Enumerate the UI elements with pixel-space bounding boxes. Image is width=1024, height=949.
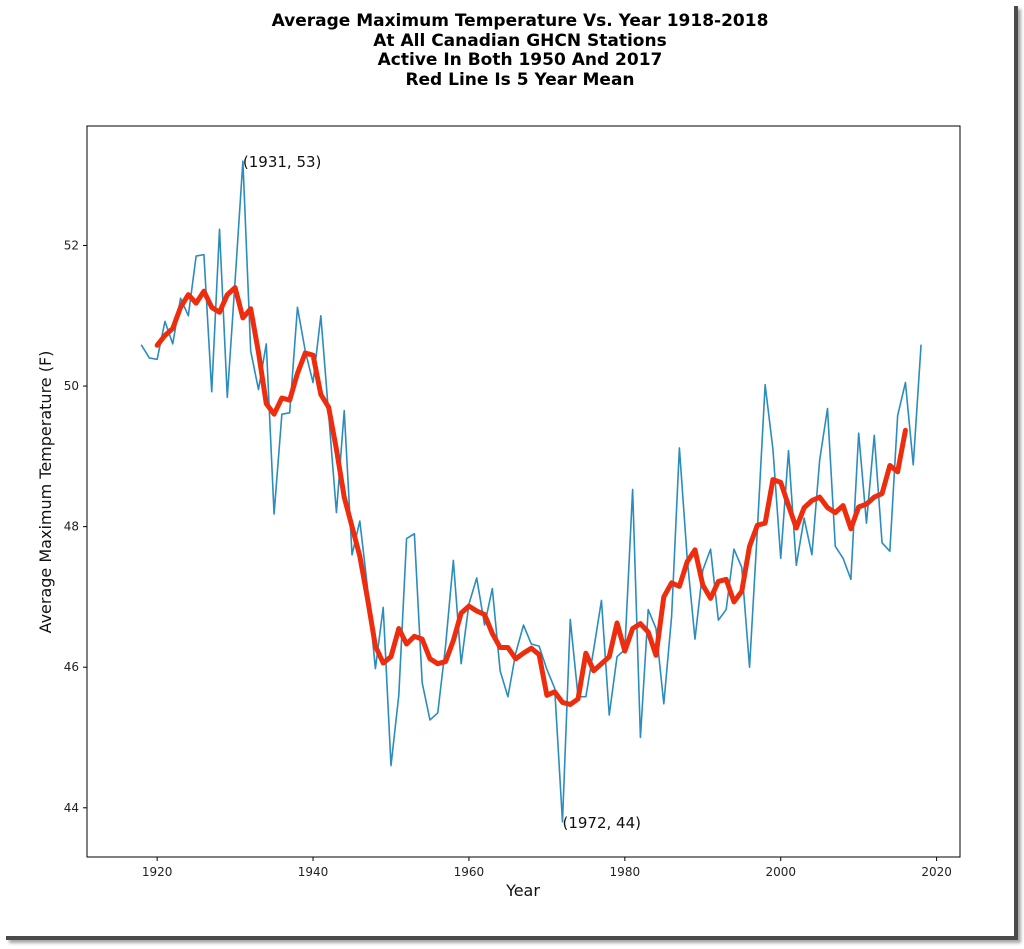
five-year-mean-line [154, 285, 908, 707]
annual-temperature-line [140, 160, 922, 823]
series-layer [140, 160, 922, 823]
chart-title: Average Maximum Temperature Vs. Year 191… [0, 11, 1024, 90]
data-annotation: (1931, 53) [243, 153, 322, 171]
y-tick-label: 50 [64, 379, 79, 393]
x-tick-label: 2020 [921, 865, 952, 879]
chart-title-line-3: Active In Both 1950 And 2017 [377, 50, 663, 70]
chart-title-line-4: Red Line Is 5 Year Mean [405, 69, 635, 90]
chart-title-line-1: Average Maximum Temperature Vs. Year 191… [271, 11, 769, 31]
x-tick-label: 2000 [765, 865, 796, 879]
annotations: (1931, 53) (1972, 44) [243, 153, 641, 832]
x-axis-ticks: 1920 1940 1960 1980 2000 2020 [142, 857, 952, 879]
y-tick-label: 44 [64, 801, 79, 815]
x-tick-label: 1960 [454, 865, 485, 879]
x-tick-label: 1980 [610, 865, 641, 879]
y-axis-label: Average Maximum Temperature (F) [36, 351, 55, 634]
data-annotation: (1972, 44) [562, 814, 641, 832]
y-tick-label: 52 [64, 238, 79, 252]
x-tick-label: 1920 [142, 865, 173, 879]
x-axis-label: Year [505, 881, 540, 900]
chart-title-line-2: At All Canadian GHCN Stations [373, 30, 667, 51]
y-tick-label: 46 [64, 660, 79, 674]
x-tick-label: 1940 [298, 865, 329, 879]
y-axis-ticks: 44 46 48 50 52 [64, 238, 87, 815]
y-tick-label: 48 [64, 520, 79, 534]
plot-area [86, 125, 961, 858]
